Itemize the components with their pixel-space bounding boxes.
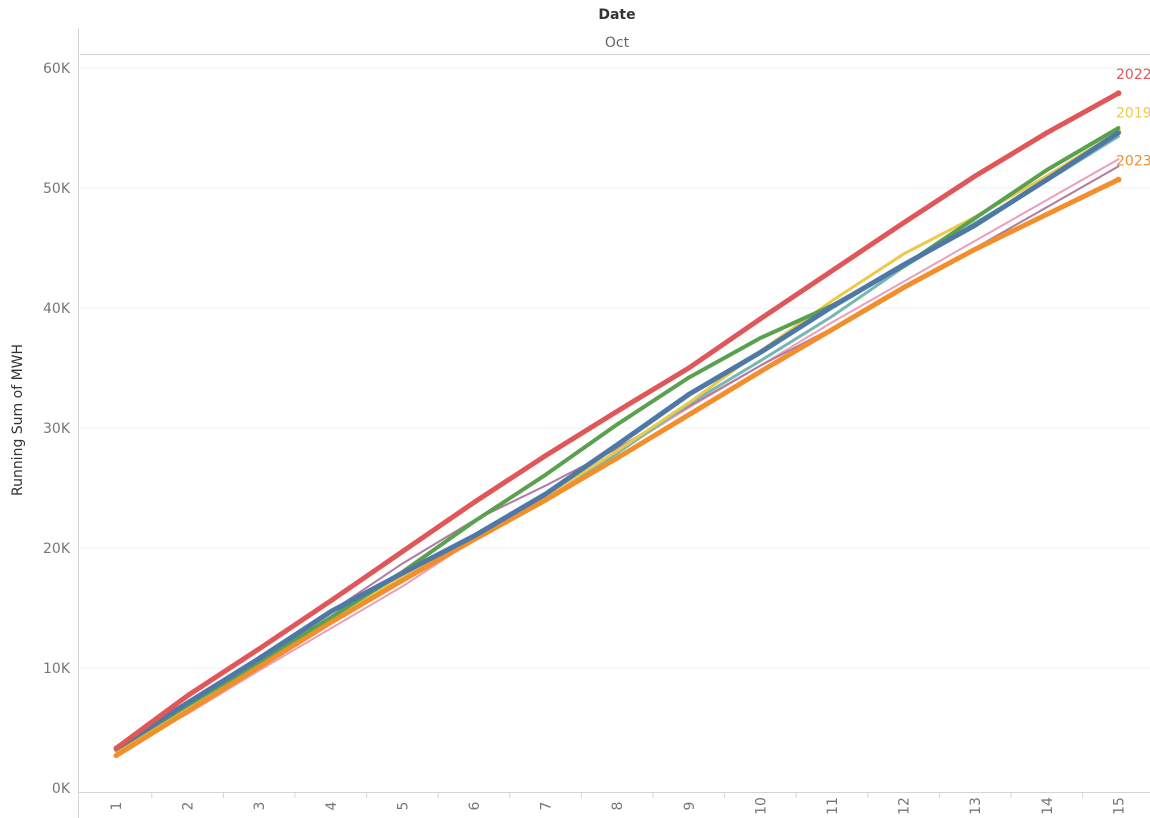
x-tick-label: 12: [897, 797, 913, 815]
x-tick-label: 2: [181, 802, 197, 811]
y-axis-label: Running Sum of MWH: [10, 344, 26, 496]
series-end-point: [1115, 177, 1121, 183]
x-tick-label: 9: [682, 802, 698, 811]
y-tick-label: 20K: [43, 541, 71, 557]
series-end-label: 2019: [1116, 106, 1150, 122]
x-tick-label: 11: [825, 797, 841, 815]
series-line: [116, 180, 1118, 756]
x-tick-label: 3: [252, 802, 268, 811]
y-tick-label: 60K: [43, 61, 71, 77]
series-end-label: 2022: [1116, 67, 1150, 83]
x-tick-label: 1: [109, 802, 125, 811]
y-tick-label: 0K: [52, 781, 71, 797]
x-tick-label: 6: [467, 801, 483, 810]
series-end-label: 2023: [1116, 154, 1150, 170]
x-tick-label: 7: [539, 802, 555, 811]
x-tick-label: 4: [324, 801, 340, 810]
y-tick-label: 30K: [43, 421, 71, 437]
x-tick-label: 10: [753, 797, 769, 815]
y-tick-label: 10K: [43, 661, 71, 677]
x-tick-label: 5: [395, 802, 411, 811]
x-tick-labels: 1 2 3 4 5 6 7 8 9 10 11 12 13 14 15: [109, 792, 1127, 815]
x-tick-label: 13: [968, 797, 984, 815]
x-tick-label: 8: [610, 802, 626, 811]
series-line: [116, 93, 1118, 748]
y-tick-label: 50K: [43, 181, 71, 197]
gridlines: [80, 68, 1150, 668]
header-title: Date: [598, 7, 635, 23]
header-subtitle: Oct: [605, 35, 630, 51]
y-tick-label: 40K: [43, 301, 71, 317]
series-end-point: [1115, 90, 1121, 96]
y-tick-labels: 0K 10K 20K 30K 40K 50K 60K: [43, 61, 71, 797]
x-tick-label: 15: [1111, 797, 1127, 815]
series-end-labels: 2019 2023 2022: [1116, 67, 1150, 169]
series-lines: [116, 90, 1121, 755]
x-tick-label: 14: [1040, 797, 1056, 815]
